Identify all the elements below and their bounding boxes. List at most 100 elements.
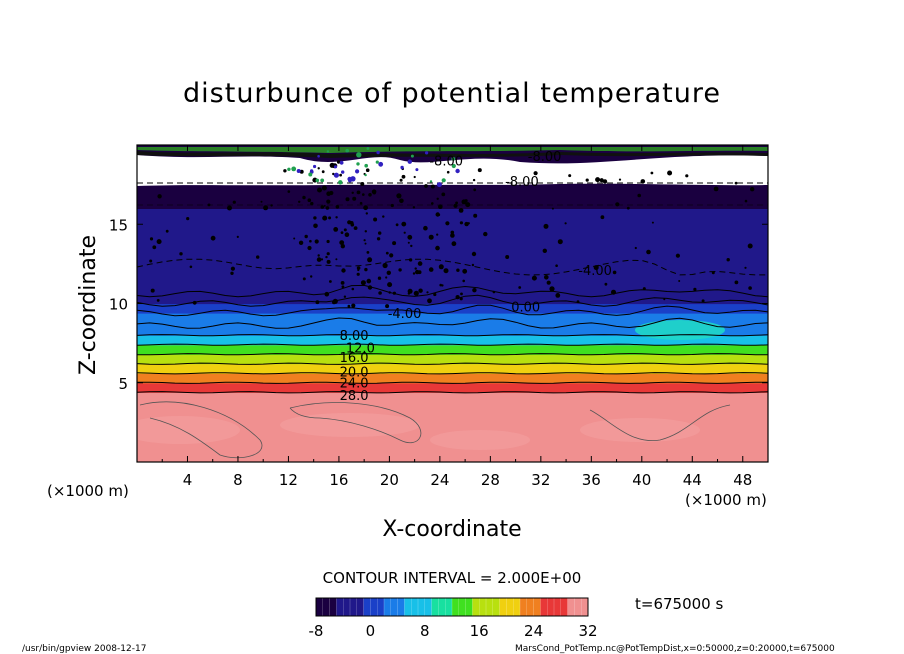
speckle-marker: [321, 170, 325, 174]
speckle-marker: [455, 295, 460, 300]
speckle-marker: [350, 222, 355, 227]
speckle-marker: [477, 168, 482, 173]
speckle-marker: [376, 150, 380, 155]
contour-field: -8.00 -8.00 -8.00 -4.00 -4.00 0.00 8.0012.016.…: [137, 145, 768, 462]
speckle-marker: [371, 189, 377, 194]
speckle-marker: [326, 252, 330, 256]
colorbar-cell: [343, 598, 351, 616]
speckle-marker: [392, 291, 396, 295]
speckle-marker: [378, 291, 382, 295]
speckle-marker: [366, 147, 370, 150]
speckle-marker: [472, 288, 477, 293]
speckle-marker: [378, 231, 382, 235]
speckle-marker: [316, 257, 322, 262]
speckle-marker: [296, 169, 301, 173]
speckle-marker: [320, 205, 325, 209]
speckle-marker: [310, 169, 314, 173]
colorbar-cell: [526, 598, 534, 616]
speckle-marker: [304, 234, 308, 239]
speckle-marker: [401, 221, 407, 227]
speckle-marker: [436, 182, 442, 188]
speckle-marker: [441, 284, 444, 287]
speckle-marker: [326, 199, 331, 204]
colorbar-cell: [363, 598, 371, 616]
colorbar-cell: [445, 598, 453, 616]
speckle-marker: [568, 174, 572, 178]
contour-label: -8.00: [429, 155, 463, 170]
colorbar-cell: [384, 598, 392, 616]
speckle-marker: [473, 188, 477, 192]
speckle-marker: [359, 201, 363, 205]
colorbar-cell: [350, 598, 358, 616]
colorbar-cell: [377, 598, 385, 616]
colorbar-cell: [370, 598, 378, 616]
speckle-marker: [407, 234, 413, 240]
speckle-marker: [429, 180, 433, 183]
speckle-marker: [320, 178, 325, 183]
speckle-marker: [298, 200, 301, 203]
speckle-marker: [436, 197, 439, 200]
colorbar-tick-label: 0: [366, 622, 376, 640]
speckle-marker: [675, 253, 681, 258]
colorbar-cell: [336, 598, 344, 616]
y-tick-label: 15: [109, 216, 128, 234]
speckle-marker: [748, 286, 752, 290]
colorbar-cell: [424, 598, 432, 616]
x-unit-right: (×1000 m): [685, 491, 767, 509]
speckle-marker: [321, 185, 327, 191]
speckle-marker: [604, 282, 608, 286]
speckle-marker: [335, 205, 340, 209]
speckle-marker: [363, 205, 368, 211]
speckle-marker: [408, 258, 413, 262]
speckle-marker: [335, 216, 338, 219]
speckle-marker: [505, 255, 510, 259]
colorbar-cell: [472, 598, 480, 616]
speckle-marker: [157, 194, 162, 199]
speckle-marker: [326, 239, 330, 244]
speckle-marker: [293, 237, 296, 240]
speckle-marker: [186, 217, 190, 221]
speckle-marker: [734, 181, 738, 185]
speckle-marker: [150, 288, 155, 293]
speckle-marker: [396, 193, 402, 199]
x-tick-label: 48: [733, 471, 752, 489]
speckle-marker: [299, 169, 304, 174]
colorbar-cell: [574, 598, 582, 616]
speckle-marker: [313, 164, 317, 169]
speckle-marker: [388, 291, 391, 294]
speckle-marker: [270, 204, 273, 207]
speckle-marker: [441, 178, 446, 183]
speckle-marker: [339, 173, 342, 177]
contour-band: [137, 335, 768, 346]
x-tick-label: 12: [279, 471, 298, 489]
speckle-marker: [317, 154, 320, 158]
speckle-marker: [373, 217, 378, 222]
speckle-marker: [308, 172, 313, 177]
speckle-marker: [459, 221, 463, 225]
speckle-marker: [423, 225, 428, 231]
contour-line: [137, 362, 768, 365]
speckle-marker: [450, 233, 455, 238]
time-label: t=675000 s: [635, 595, 723, 613]
contour-line: [137, 284, 768, 298]
speckle-marker: [339, 160, 344, 165]
swirl-contour: [289, 402, 422, 444]
speckle-marker: [431, 202, 434, 205]
cloud-region: [137, 155, 768, 186]
x-tick-label: 16: [329, 471, 348, 489]
speckle-marker: [407, 288, 413, 294]
speckle-marker: [518, 286, 522, 289]
speckle-marker: [385, 276, 388, 279]
colorbar-cell: [465, 598, 473, 616]
contour-label: 28.0: [340, 389, 369, 404]
speckle-marker: [353, 226, 358, 231]
speckle-marker: [593, 265, 599, 271]
speckle-marker: [726, 258, 730, 262]
speckle-marker: [343, 228, 347, 232]
contour-label: 0.00: [511, 300, 540, 315]
speckle-marker: [747, 243, 753, 249]
speckle-marker: [427, 298, 432, 304]
colorbar-cell: [479, 598, 487, 616]
speckle-marker: [386, 270, 391, 275]
speckle-marker: [412, 206, 416, 209]
